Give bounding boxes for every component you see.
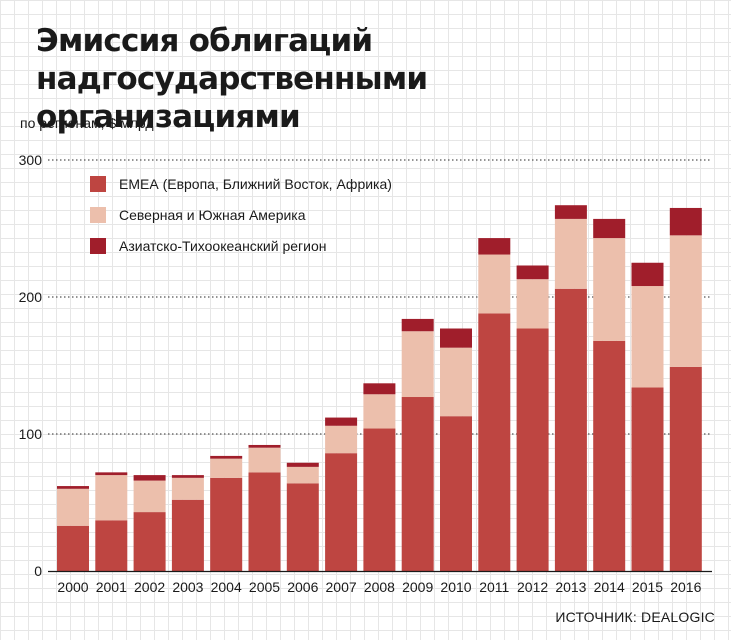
bar-segment [669, 235, 702, 367]
legend-swatch [90, 176, 106, 192]
bar-segment [363, 383, 396, 395]
bar-segment [593, 238, 626, 341]
x-tick-label: 2004 [211, 579, 242, 595]
y-tick-label: 100 [19, 426, 43, 442]
x-tick-label: 2001 [96, 579, 127, 595]
legend-label: ЕМЕА (Европа, Ближний Восток, Африка) [119, 176, 392, 192]
bar-segment [95, 520, 128, 571]
y-tick-label: 300 [19, 152, 43, 168]
legend-label: Северная и Южная Америка [119, 207, 306, 223]
bar-segment [133, 512, 166, 571]
y-tick-label: 0 [34, 563, 42, 579]
bar-segment [95, 472, 128, 476]
bar-segment [325, 453, 358, 571]
bar-segment [440, 328, 472, 348]
bar-segment [171, 475, 204, 478]
bar-segment [401, 318, 434, 332]
x-tick-label: 2000 [57, 579, 88, 595]
bar-segment [248, 444, 281, 448]
chart-title: Эмиссия облигаций надгосударственными ор… [36, 23, 428, 135]
x-tick-label: 2012 [517, 579, 548, 595]
bar-segment [631, 262, 664, 287]
x-tick-label: 2010 [440, 579, 471, 595]
bar-segment [554, 218, 587, 289]
bar-segment [57, 525, 89, 571]
legend-swatch [90, 238, 106, 254]
x-tick-label: 2013 [555, 579, 586, 595]
bar-segment [669, 366, 702, 571]
x-tick-label: 2002 [134, 579, 165, 595]
bar-segment [516, 328, 549, 571]
bar-segment [363, 394, 396, 429]
bar-segment [631, 286, 664, 388]
bar-segment [440, 416, 472, 571]
bar-segment [516, 265, 549, 280]
units-label: по регионам, $ млрд [20, 115, 154, 131]
bar-segment [669, 207, 702, 236]
bar-segment [133, 480, 166, 513]
bar-segment [286, 462, 319, 467]
bar-segment [554, 288, 587, 571]
bar-segment [363, 428, 396, 571]
bar-segment [133, 475, 166, 481]
bar-segment [554, 205, 587, 219]
bar-segment [478, 313, 511, 571]
bar-segment [286, 483, 319, 571]
bar-segment [57, 488, 89, 526]
x-tick-label: 2007 [326, 579, 357, 595]
bar-segment [171, 477, 204, 500]
x-tick-label: 2016 [670, 579, 701, 595]
bar-segment [57, 486, 89, 489]
bar-segment [401, 331, 434, 398]
bar-segment [631, 387, 664, 571]
bar-segment [248, 472, 281, 571]
bar-segment [95, 475, 128, 521]
bar-segment [171, 499, 204, 571]
x-tick-label: 2014 [594, 579, 625, 595]
legend-label: Азиатско-Тихоокеанский регион [119, 238, 326, 254]
bar-segment [593, 340, 626, 571]
bar-segment [210, 455, 243, 459]
x-tick-label: 2008 [364, 579, 395, 595]
bar-segment [401, 397, 434, 571]
bar-segment [325, 425, 358, 454]
x-tick-label: 2011 [479, 579, 509, 595]
bar-segment [286, 466, 319, 484]
bar-segment [516, 279, 549, 329]
x-tick-label: 2009 [402, 579, 433, 595]
bar-segment [210, 477, 243, 571]
x-tick-label: 2005 [249, 579, 280, 595]
source-note: ИСТОЧНИК: DEALOGIC [555, 609, 715, 625]
x-tick-label: 2015 [632, 579, 663, 595]
bar-segment [478, 254, 511, 314]
x-tick-label: 2003 [172, 579, 203, 595]
legend-swatch [90, 207, 106, 223]
bar-segment [210, 458, 243, 478]
bar-segment [593, 218, 626, 239]
y-tick-label: 200 [19, 289, 43, 305]
bar-segment [440, 347, 472, 417]
x-tick-label: 2006 [287, 579, 318, 595]
bar-segment [325, 417, 358, 426]
bar-segment [248, 447, 281, 473]
bar-segment [478, 238, 511, 255]
